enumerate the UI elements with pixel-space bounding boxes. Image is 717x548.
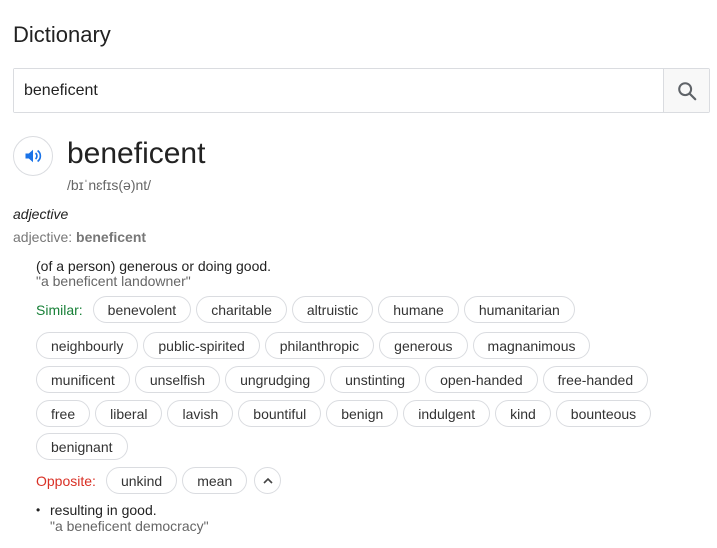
pronunciation-button[interactable]	[13, 136, 53, 176]
opposite-label: Opposite:	[36, 472, 96, 489]
similar-row-4: free liberal lavish bountiful benign ind…	[36, 400, 656, 427]
antonym-chip[interactable]: unkind	[105, 467, 178, 494]
phonetic-spelling: /bɪˈnɛfɪs(ə)nt/	[67, 177, 152, 193]
synonym-chip[interactable]: free-handed	[542, 366, 649, 393]
chevron-up-icon	[263, 477, 273, 484]
similar-row-3: munificent unselfish ungrudging unstinti…	[36, 366, 653, 393]
similar-row-1: Similar: benevolent charitable altruisti…	[36, 296, 580, 323]
synonym-chip[interactable]: magnanimous	[472, 332, 591, 359]
synonym-chip[interactable]: free	[36, 400, 91, 427]
secondary-definition-text: resulting in good.	[50, 502, 157, 518]
search-box	[13, 68, 710, 113]
synonym-chip[interactable]: bountiful	[238, 400, 322, 427]
synonym-chip[interactable]: unselfish	[134, 366, 221, 393]
synonym-chip[interactable]: liberal	[95, 400, 163, 427]
synonym-chip[interactable]: benign	[326, 400, 399, 427]
word-forms-label: adjective:	[13, 229, 73, 245]
similar-label: Similar:	[36, 301, 83, 318]
secondary-example: "a beneficent democracy"	[50, 518, 209, 534]
search-input[interactable]	[14, 69, 663, 112]
synonym-chip[interactable]: humane	[378, 296, 459, 323]
synonym-chip[interactable]: humanitarian	[463, 296, 575, 323]
synonym-chip[interactable]: generous	[379, 332, 468, 359]
synonym-chip[interactable]: neighbourly	[36, 332, 139, 359]
antonym-chip[interactable]: mean	[182, 467, 248, 494]
part-of-speech: adjective	[13, 206, 69, 222]
synonym-chip[interactable]: charitable	[196, 296, 287, 323]
page-title: Dictionary	[13, 22, 111, 47]
synonym-chip[interactable]: lavish	[167, 400, 234, 427]
headword: beneficent	[67, 137, 206, 170]
opposite-row: Opposite: unkind mean	[36, 467, 282, 494]
similar-row-5: benignant	[36, 433, 133, 460]
synonym-chip[interactable]: open-handed	[425, 366, 538, 393]
synonym-chip[interactable]: kind	[495, 400, 551, 427]
speaker-icon	[25, 149, 42, 163]
synonym-chip[interactable]: ungrudging	[225, 366, 326, 393]
synonym-chip[interactable]: altruistic	[291, 296, 374, 323]
synonym-chip[interactable]: public-spirited	[143, 332, 260, 359]
synonym-chip[interactable]: benevolent	[92, 296, 192, 323]
synonym-chip[interactable]: munificent	[36, 366, 130, 393]
synonym-chip[interactable]: bounteous	[555, 400, 652, 427]
word-forms: adjective: beneficent	[13, 229, 146, 245]
synonym-chip[interactable]: benignant	[36, 433, 128, 460]
word-forms-value: beneficent	[76, 229, 147, 245]
synonym-chip[interactable]: unstinting	[330, 366, 421, 393]
synonym-chip[interactable]: indulgent	[403, 400, 491, 427]
collapse-button[interactable]	[254, 467, 282, 494]
bullet-marker: •	[36, 503, 41, 517]
example-sentence: "a beneficent landowner"	[36, 273, 191, 289]
search-button[interactable]	[663, 69, 709, 112]
secondary-definition: • resulting in good.	[36, 502, 157, 519]
search-icon	[677, 81, 696, 100]
definition: (of a person) generous or doing good.	[36, 258, 272, 274]
similar-row-2: neighbourly public-spirited philanthropi…	[36, 332, 595, 359]
synonym-chip[interactable]: philanthropic	[264, 332, 375, 359]
